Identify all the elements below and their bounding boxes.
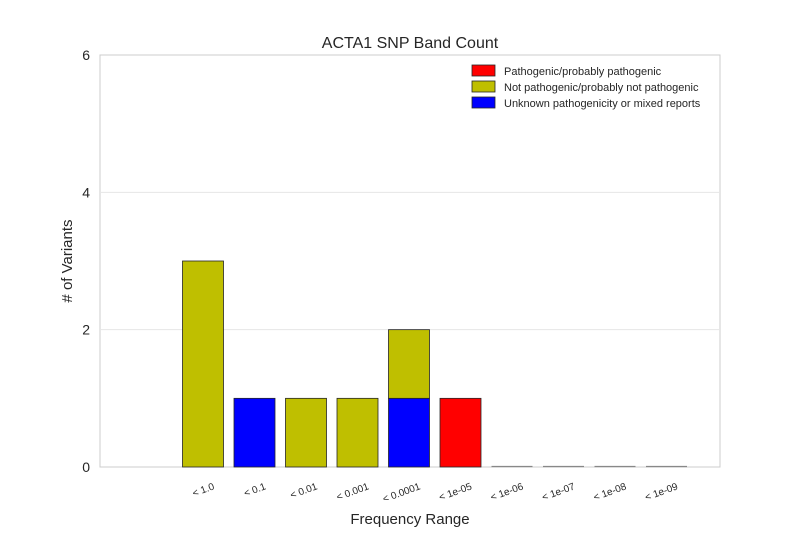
- x-tick-label: < 0.01: [289, 481, 320, 501]
- bar-segment: [233, 397, 276, 468]
- x-tick-label: < 1.0: [191, 481, 216, 499]
- x-tick-label: < 1e-08: [592, 481, 628, 503]
- legend: Pathogenic/probably pathogenic Not pathog…: [471, 64, 701, 110]
- x-tick-label: < 0.001: [335, 481, 371, 503]
- x-tick-label: < 1e-06: [489, 481, 525, 503]
- bar-segment: [388, 329, 430, 399]
- legend-swatch: [471, 96, 496, 109]
- bars: [182, 260, 687, 468]
- bar-segment: [439, 397, 482, 468]
- y-axis-ticks: 0 2 4 6: [82, 47, 90, 475]
- x-tick-label: < 0.1: [243, 481, 268, 499]
- y-axis-title: # of Variants: [59, 219, 76, 302]
- y-tick-label: 6: [82, 47, 90, 63]
- bar-segment: [336, 397, 379, 468]
- chart-title: ACTA1 SNP Band Count: [322, 35, 499, 52]
- x-tick-label: < 1e-05: [438, 481, 474, 503]
- x-tick-label: < 0.0001: [381, 481, 422, 505]
- y-tick-label: 0: [82, 459, 90, 475]
- legend-label: Not pathogenic/probably not pathogenic: [504, 82, 699, 94]
- legend-swatch: [471, 80, 496, 93]
- bar-segment: [285, 397, 327, 468]
- legend-label: Pathogenic/probably pathogenic: [504, 66, 662, 78]
- x-axis-ticks: < 1.0 < 0.1 < 0.01 < 0.001 < 0.0001 < 1e-05 < …: [191, 481, 680, 505]
- legend-swatch: [471, 64, 496, 77]
- x-axis-title: Frequency Range: [350, 511, 469, 528]
- x-tick-label: < 1e-09: [644, 481, 680, 503]
- bar-segment: [182, 260, 224, 468]
- y-tick-label: 2: [82, 322, 90, 338]
- x-tick-label: < 1e-07: [541, 481, 577, 503]
- bar-segment: [388, 397, 430, 468]
- y-tick-label: 4: [82, 184, 90, 200]
- legend-label: Unknown pathogenicity or mixed reports: [504, 98, 701, 110]
